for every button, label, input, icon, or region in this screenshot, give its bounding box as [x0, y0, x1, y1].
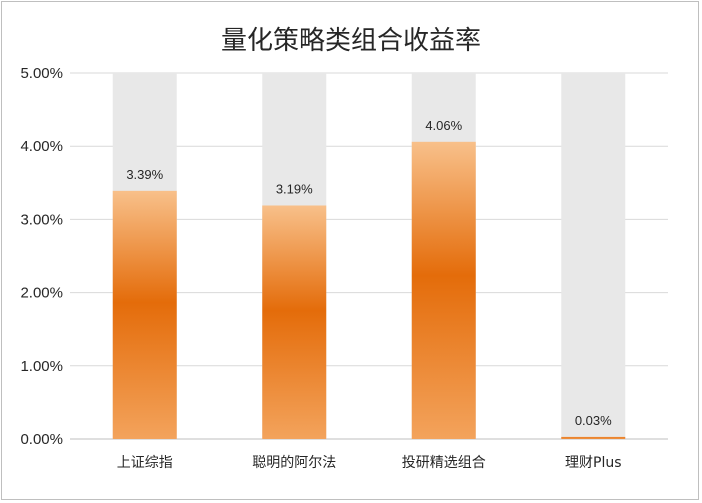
background-bar: [561, 73, 626, 439]
bar: [411, 141, 476, 440]
x-category-label: 上证综指: [117, 455, 173, 471]
x-category-label: 投研精选组合: [402, 455, 486, 471]
y-tick-label: 1.00%: [20, 358, 63, 375]
y-tick-label: 4.00%: [20, 138, 63, 155]
y-tick-label: 3.00%: [20, 211, 63, 228]
chart-title: 量化策略类组合收益率: [220, 26, 481, 56]
x-category-label: 理财Plus: [565, 455, 622, 471]
data-label: 4.06%: [425, 118, 462, 133]
y-tick-label: 5.00%: [20, 65, 63, 82]
data-label: 0.03%: [575, 413, 612, 428]
x-category-label: 聪明的阿尔法: [252, 455, 336, 471]
y-tick-label: 2.00%: [20, 285, 63, 302]
bars: [112, 141, 626, 440]
data-label: 3.19%: [276, 181, 313, 196]
bar: [561, 436, 626, 439]
labels: 0.00% 1.00% 2.00% 3.00% 4.00% 5.00% 3.39% 上证综指 3…: [20, 65, 621, 471]
y-tick-label: 0.00%: [20, 431, 63, 448]
bar: [262, 205, 327, 439]
background-bars: [112, 73, 626, 439]
data-label: 3.39%: [126, 167, 163, 182]
bar: [112, 190, 177, 439]
